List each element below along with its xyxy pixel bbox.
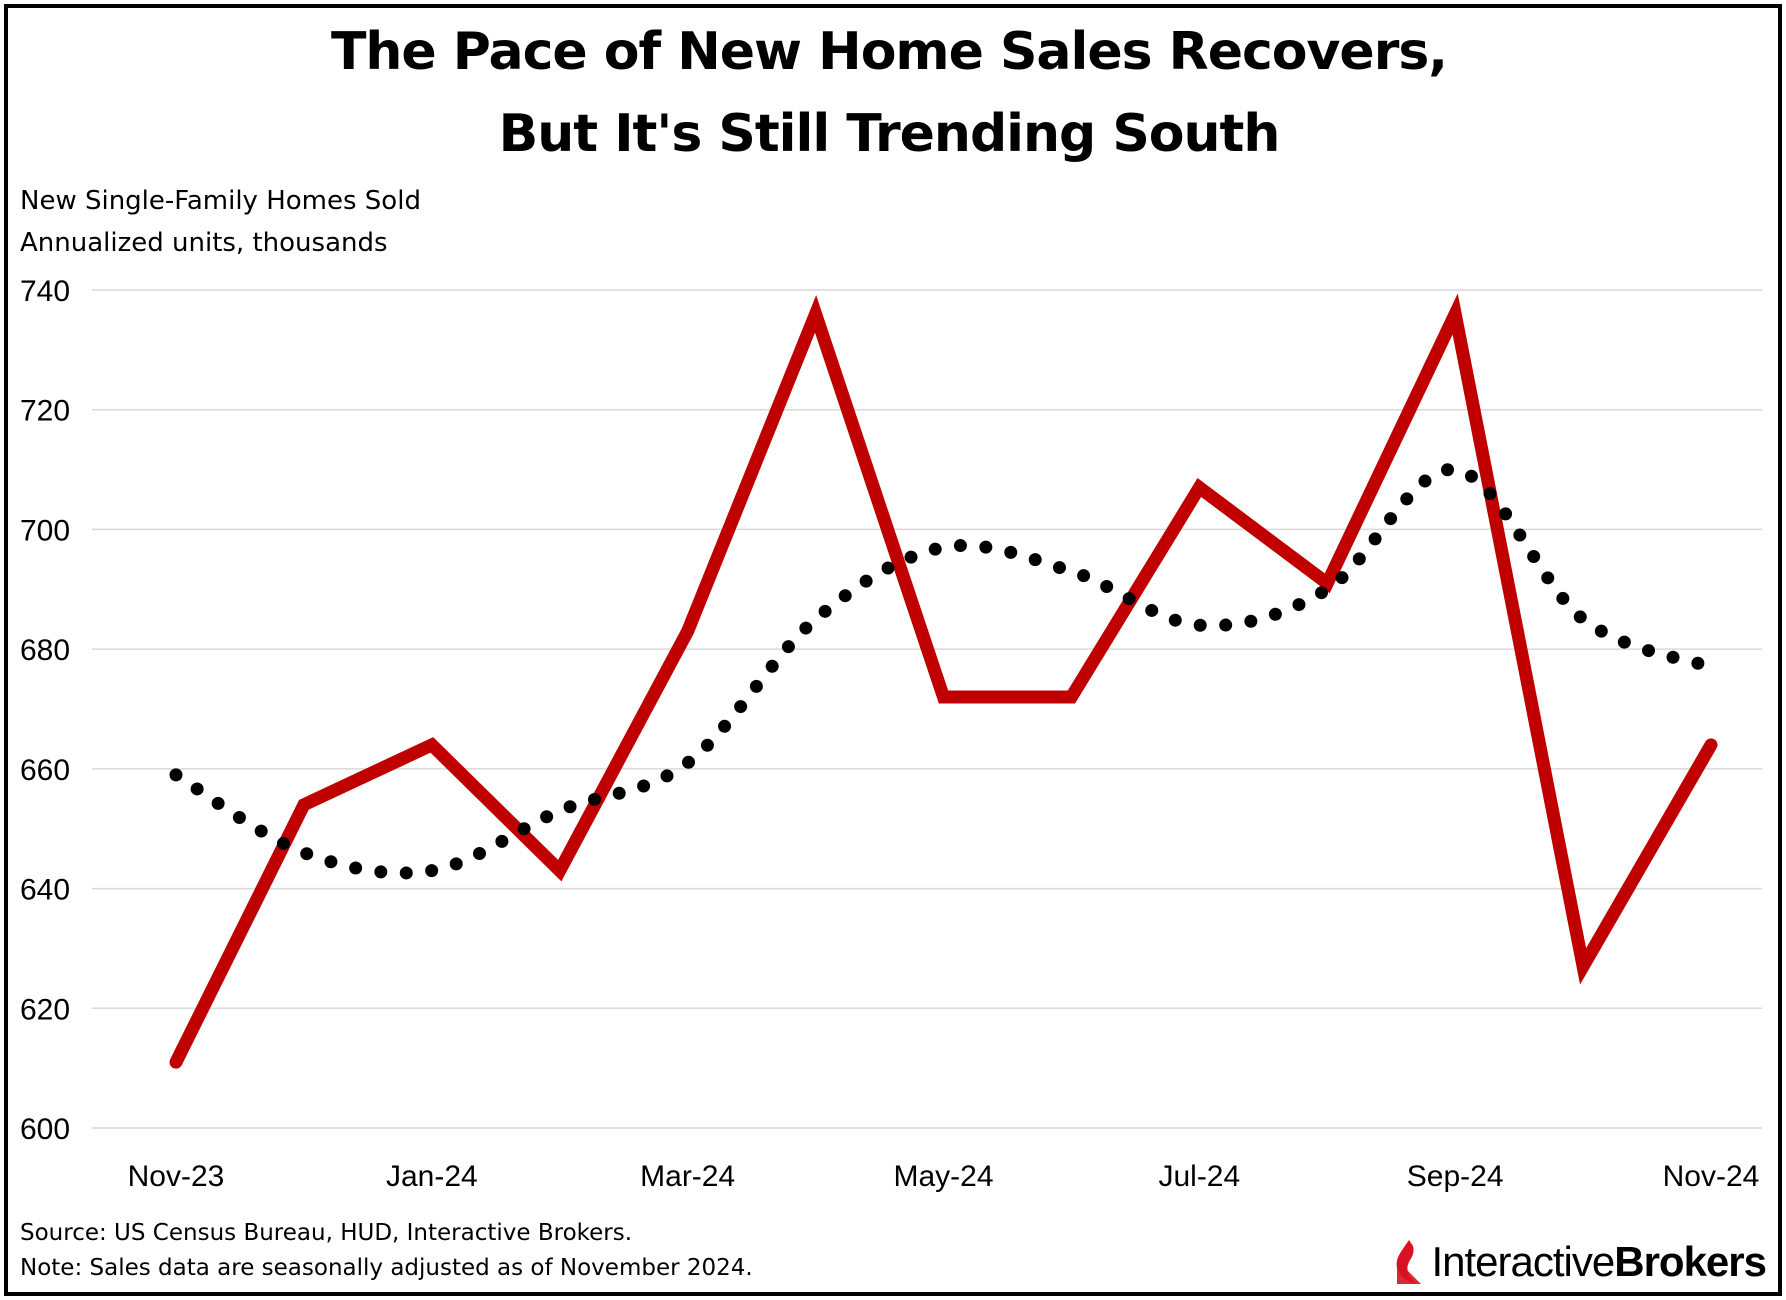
series-line-sales bbox=[169, 293, 1718, 1069]
x-tick-label: Jan-24 bbox=[386, 1160, 478, 1193]
x-tick-label: Nov-23 bbox=[128, 1160, 225, 1193]
logo-word-brokers: Brokers bbox=[1614, 1238, 1767, 1285]
x-tick-label: Mar-24 bbox=[640, 1160, 735, 1193]
y-tick-label: 600 bbox=[20, 1113, 70, 1146]
chart-title-line2: But It's Still Trending South bbox=[498, 104, 1281, 164]
interactive-brokers-logo: InteractiveBrokers bbox=[1391, 1238, 1767, 1286]
y-tick-label: 740 bbox=[20, 275, 70, 308]
logo-word-interactive: Interactive bbox=[1431, 1238, 1615, 1285]
y-tick-label: 640 bbox=[20, 874, 70, 907]
y-tick-label: 660 bbox=[20, 754, 70, 787]
ib-flame-icon bbox=[1397, 1240, 1422, 1284]
source-note: Source: US Census Bureau, HUD, Interacti… bbox=[20, 1220, 633, 1246]
x-tick-label: Nov-24 bbox=[1663, 1160, 1760, 1193]
series-line-trend bbox=[169, 463, 1718, 880]
x-tick-label: Jul-24 bbox=[1158, 1160, 1240, 1193]
chart-subtitle-line2: Annualized units, thousands bbox=[20, 228, 388, 258]
x-tick-label: May-24 bbox=[893, 1160, 993, 1193]
logo-wordmark: InteractiveBrokers bbox=[1431, 1238, 1767, 1286]
y-tick-label: 680 bbox=[20, 634, 70, 667]
y-tick-label: 620 bbox=[20, 993, 70, 1026]
chart-title-line1: The Pace of New Home Sales Recovers, bbox=[330, 22, 1448, 82]
chart-subtitle-line1: New Single-Family Homes Sold bbox=[20, 186, 421, 216]
footnote: Note: Sales data are seasonally adjusted… bbox=[20, 1255, 753, 1281]
x-tick-label: Sep-24 bbox=[1407, 1160, 1504, 1193]
chart-frame bbox=[4, 4, 1782, 1296]
y-tick-label: 700 bbox=[20, 514, 70, 547]
y-tick-label: 720 bbox=[20, 395, 70, 428]
